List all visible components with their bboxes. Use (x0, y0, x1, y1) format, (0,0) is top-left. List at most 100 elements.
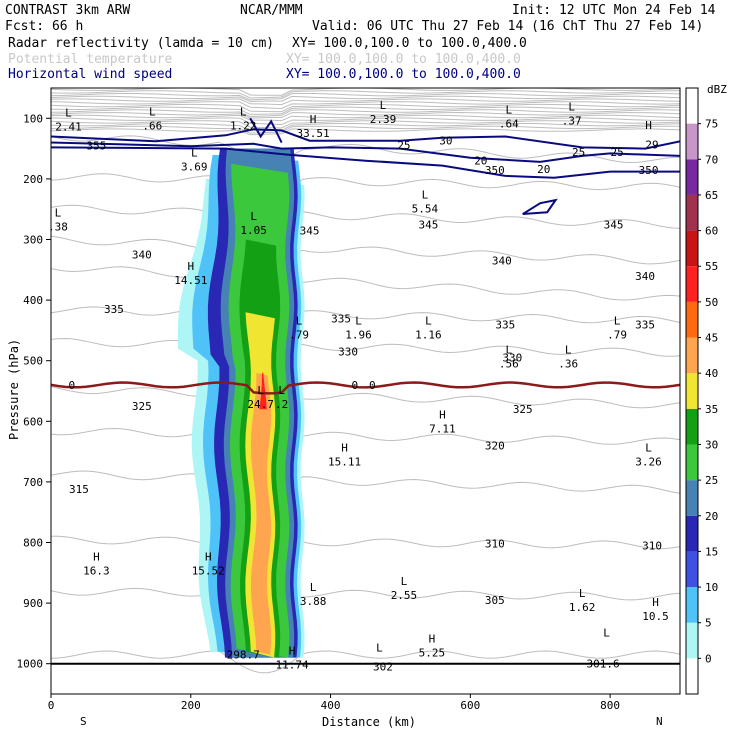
extremum-value: .38 (48, 220, 68, 233)
extremum-L: L (376, 642, 383, 655)
y-tick-label: 300 (23, 234, 43, 247)
extremum-value: 1.62 (569, 601, 596, 614)
theta-label: 355 (86, 140, 106, 153)
freezing-level-label: 0 (352, 379, 359, 392)
x-end-left-label: S (80, 715, 87, 728)
extremum-value: .66 (142, 119, 162, 132)
extremum-H: H (429, 632, 436, 645)
extremum-value: .79 (607, 328, 627, 341)
header-valid: Valid: 06 UTC Thu 27 Feb 14 (16 ChT Thu … (312, 19, 703, 34)
colorbar-swatch (686, 658, 698, 694)
extremum-value: 5.54 (412, 202, 439, 215)
theta-label: 335 (495, 318, 515, 331)
reflectivity-55dbz (259, 372, 267, 410)
extremum-H: H (645, 119, 652, 132)
colorbar-swatch (686, 194, 698, 231)
extremum-L: L (568, 100, 575, 113)
theta-contour (51, 98, 680, 106)
wind-label: 25 (572, 146, 585, 159)
extremum-H: H (93, 551, 100, 564)
theta-contour (51, 103, 680, 113)
theta-contour (51, 470, 680, 498)
wind-label: 30 (439, 135, 452, 148)
colorbar-swatch (686, 373, 698, 409)
colorbar-swatch (686, 622, 698, 659)
extremum-L: L (565, 343, 572, 356)
extremum-H: H (439, 408, 446, 421)
extremum-L: L (579, 587, 586, 600)
colorbar-frame (685, 87, 699, 695)
extremum-value: 3.69 (181, 160, 208, 173)
extremum-L: L (65, 106, 72, 119)
colorbar-swatch (686, 408, 698, 445)
x-tick-label: 400 (321, 699, 341, 712)
freezing-level-line (51, 381, 680, 395)
header-title: CONTRAST 3km ARW (5, 3, 130, 18)
theta-contour (51, 587, 680, 608)
extremum-value: 11.74 (276, 659, 309, 672)
extremum-value: 15.52 (192, 565, 225, 578)
theta-label: 301.6 (587, 658, 620, 671)
theta-contour (51, 109, 680, 118)
theta-contour (51, 111, 680, 119)
colorbar-label: 25 (705, 474, 718, 487)
y-tick-label: 800 (23, 537, 43, 550)
colorbar: 0 5 10 15 20 25 30 35 40 45 50 55 60 65 70 75 (685, 87, 718, 695)
colorbar-swatch (686, 266, 698, 302)
extremum-value: .36 (558, 357, 578, 370)
colorbar-swatch (686, 480, 698, 516)
colorbar-label: 20 (705, 510, 718, 523)
extremum-value: .37 (562, 114, 582, 127)
extremum-L: L (401, 575, 408, 588)
extremum-value: .64 (499, 117, 519, 130)
theta-contour (51, 114, 680, 122)
extremum-L: L (505, 103, 512, 116)
colorbar-label: 55 (705, 260, 718, 273)
extremum-value: 1.05 (240, 224, 267, 237)
colorbar-swatch (686, 515, 698, 552)
extremum-value: .2 (275, 398, 288, 411)
colorbar-swatch (686, 230, 698, 267)
reflectivity-45dbz (250, 372, 272, 655)
colorbar-swatch (686, 159, 698, 195)
wind-label: 25 (397, 139, 410, 152)
extremum-L: L (355, 314, 362, 327)
theta-label: 345 (418, 218, 438, 231)
theta-contour (51, 135, 680, 164)
extremum-L: L (505, 343, 512, 356)
field-3-name: Horizontal wind speed (8, 67, 172, 82)
y-tick-label: 1000 (17, 658, 44, 671)
extremum-H: H (289, 645, 296, 658)
y-tick-label: 400 (23, 294, 43, 307)
x-tick-label: 200 (181, 699, 201, 712)
theta-contour (51, 386, 680, 409)
wind-label: 20 (537, 163, 550, 176)
theta-contour (51, 101, 680, 110)
colorbar-label: 10 (705, 581, 718, 594)
theta-label: 335 (104, 303, 124, 316)
theta-label: 302 (373, 661, 393, 674)
extremum-value: 1.22 (230, 119, 257, 132)
field-2-xy: XY= 100.0,100.0 to 100.0,400.0 (286, 52, 521, 67)
extremum-value: 1.16 (415, 328, 442, 341)
extremum-L: L (278, 384, 285, 397)
extremum-L: L (603, 626, 610, 639)
wind-label: 20 (474, 155, 487, 168)
theta-label: 345 (300, 224, 320, 237)
wind-label: 29 (645, 138, 658, 151)
y-tick-label: 700 (23, 476, 43, 489)
extremum-value: 3.88 (300, 595, 327, 608)
theta-label: 335 (331, 312, 351, 325)
y-tick-label: 900 (23, 597, 43, 610)
plot-frame (50, 87, 681, 695)
theta-contour (51, 90, 680, 99)
theta-contour (51, 337, 680, 362)
header-org: NCAR/MMM (240, 3, 303, 18)
colorbar-label: 75 (705, 118, 718, 131)
theta-label: 350 (485, 164, 505, 177)
theta-label: 335 (635, 318, 655, 331)
extremum-value: .79 (289, 328, 309, 341)
extremum-L: L (422, 188, 429, 201)
